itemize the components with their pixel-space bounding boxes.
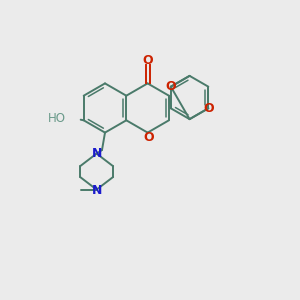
Text: N: N: [92, 146, 102, 160]
Text: HO: HO: [48, 112, 66, 125]
Text: O: O: [142, 54, 153, 67]
Text: O: O: [143, 131, 154, 144]
Text: O: O: [165, 80, 175, 93]
Text: O: O: [204, 102, 214, 115]
Text: N: N: [92, 184, 102, 197]
